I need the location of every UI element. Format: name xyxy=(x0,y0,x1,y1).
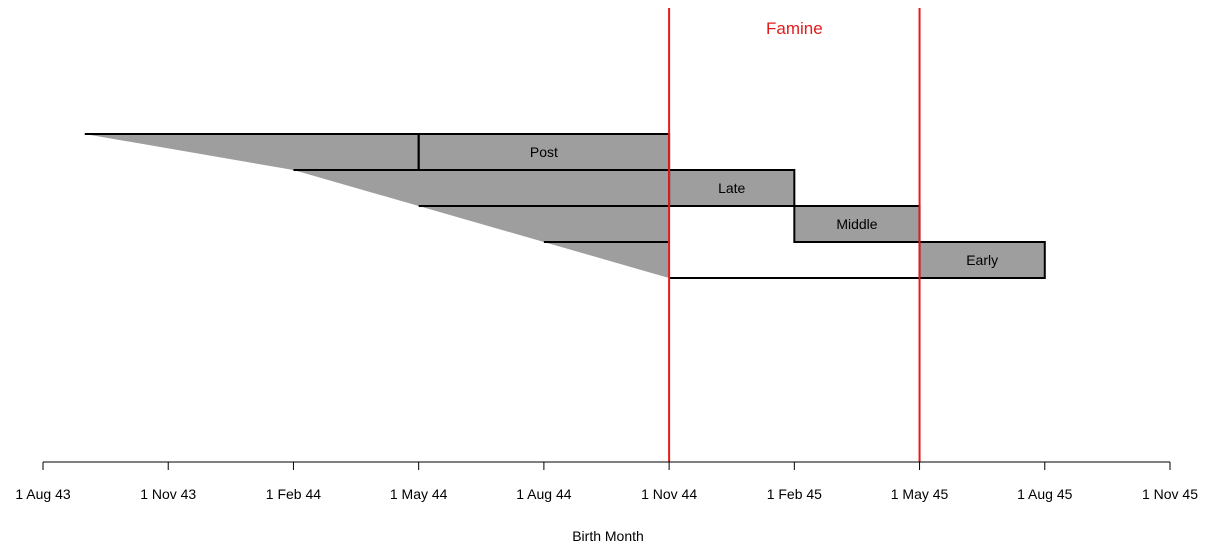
trimester-label-late: Late xyxy=(718,180,745,196)
x-tick-label-1: 1 Nov 43 xyxy=(140,486,196,502)
plot-area: Post Late Middle Early xyxy=(84,8,1046,462)
x-tick-label-2: 1 Feb 44 xyxy=(266,486,321,502)
trimester-label-early: Early xyxy=(966,252,998,268)
x-axis: 1 Aug 43 1 Nov 43 1 Feb 44 1 May 44 1 Aug 44… xyxy=(15,461,1198,502)
x-tick-label-7: 1 May 45 xyxy=(891,486,949,502)
trimester-box-late xyxy=(668,169,796,207)
x-tick-label-8: 1 Aug 45 xyxy=(1017,486,1072,502)
trimester-label-middle: Middle xyxy=(836,216,877,232)
x-tick-label-9: 1 Nov 45 xyxy=(1142,486,1198,502)
x-tick-label-6: 1 Feb 45 xyxy=(767,486,822,502)
famine-label: Famine xyxy=(766,19,823,38)
x-tick-label-0: 1 Aug 43 xyxy=(15,486,70,502)
x-tick-label-3: 1 May 44 xyxy=(390,486,448,502)
trimester-label-post: Post xyxy=(530,144,558,160)
x-tick-label-5: 1 Nov 44 xyxy=(641,486,697,502)
x-axis-label: Birth Month xyxy=(572,528,644,544)
x-tick-label-4: 1 Aug 44 xyxy=(516,486,571,502)
